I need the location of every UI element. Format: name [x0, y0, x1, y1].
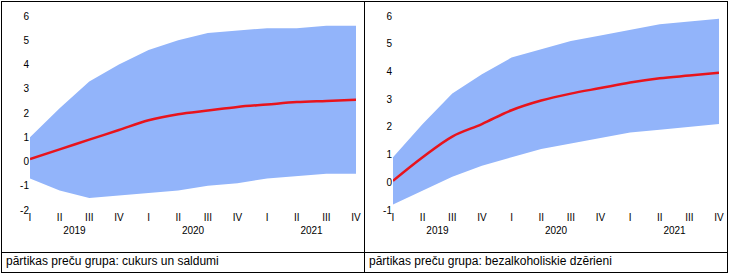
svg-text:5: 5 [23, 35, 29, 46]
svg-text:2: 2 [23, 108, 29, 119]
svg-text:II: II [657, 212, 663, 223]
svg-text:IV: IV [351, 212, 361, 223]
svg-text:2: 2 [386, 121, 392, 132]
svg-text:III: III [448, 212, 456, 223]
html-text:pārtikas preču grupa: cukurs u: pārtikas preču grupa: cukurs un saldumi [6, 254, 219, 268]
svg-text:-1: -1 [20, 180, 29, 191]
svg-text:6: 6 [386, 11, 392, 22]
svg-text:0: 0 [23, 156, 29, 167]
svg-text:2020: 2020 [545, 225, 568, 236]
svg-text:III: III [204, 212, 212, 223]
svg-text:I: I [629, 212, 632, 223]
svg-text:II: II [294, 212, 300, 223]
svg-text:-1: -1 [383, 205, 392, 216]
svg-text:4: 4 [23, 59, 29, 70]
svg-text:IV: IV [114, 212, 124, 223]
svg-text:I: I [147, 212, 150, 223]
svg-text:3: 3 [386, 94, 392, 105]
svg-text:III: III [685, 212, 693, 223]
svg-text:II: II [538, 212, 544, 223]
svg-text:III: III [85, 212, 93, 223]
svg-text:2021: 2021 [300, 225, 323, 236]
svg-text:II: II [420, 212, 426, 223]
svg-text:2019: 2019 [63, 225, 86, 236]
svg-text:II: II [175, 212, 181, 223]
svg-text:2019: 2019 [426, 225, 449, 236]
svg-text:IV: IV [714, 212, 724, 223]
svg-text:2021: 2021 [663, 225, 686, 236]
svg-text:1: 1 [23, 132, 29, 143]
svg-text:I: I [392, 212, 395, 223]
svg-text:4: 4 [386, 66, 392, 77]
svg-text:5: 5 [386, 38, 392, 49]
svg-text:I: I [510, 212, 513, 223]
svg-text:3: 3 [23, 83, 29, 94]
svg-text:IV: IV [477, 212, 487, 223]
svg-text:IV: IV [596, 212, 606, 223]
svg-text:0: 0 [386, 177, 392, 188]
html-text:pārtikas preču grupa: bezalkoh: pārtikas preču grupa: bezalkoholiskie dz… [369, 254, 612, 268]
svg-text:I: I [266, 212, 269, 223]
svg-text:I: I [29, 212, 32, 223]
svg-text:1: 1 [386, 149, 392, 160]
svg-text:-2: -2 [20, 205, 29, 216]
svg-text:2020: 2020 [182, 225, 205, 236]
svg-text:II: II [57, 212, 63, 223]
svg-text:6: 6 [23, 11, 29, 22]
svg-text:III: III [567, 212, 575, 223]
svg-text:IV: IV [233, 212, 243, 223]
svg-text:III: III [322, 212, 330, 223]
